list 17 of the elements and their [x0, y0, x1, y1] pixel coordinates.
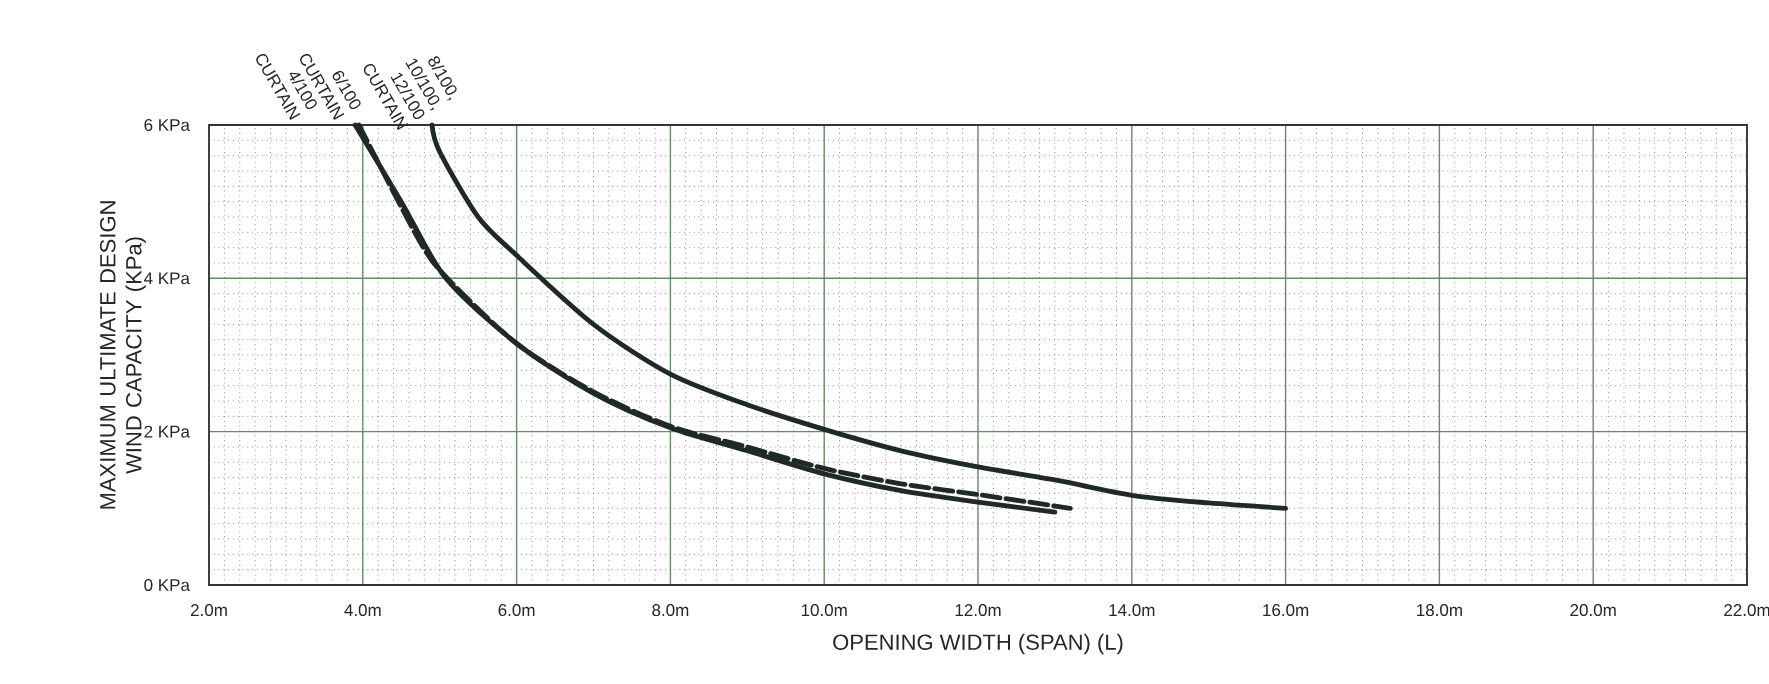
x-tick-label: 8.0m: [652, 604, 689, 617]
x-axis-title: OPENING WIDTH (SPAN) (L): [833, 633, 1123, 655]
x-tick-label: 2.0m: [190, 604, 227, 617]
y-tick-label: 0 KPa: [144, 578, 190, 591]
x-tick-label: 4.0m: [344, 604, 381, 617]
line-series: [429, 122, 1288, 511]
x-tick-label: 20.0m: [1570, 604, 1616, 617]
x-tick-label: 14.0m: [1109, 604, 1155, 617]
x-tick-label: 16.0m: [1263, 604, 1309, 617]
x-tick-label: 6.0m: [498, 604, 535, 617]
x-tick-label: 10.0m: [801, 604, 847, 617]
y-tick-label: 6 KPa: [144, 118, 190, 131]
y-tick-label: 2 KPa: [144, 425, 190, 438]
x-tick-label: 12.0m: [955, 604, 1001, 617]
x-tick-label: 18.0m: [1417, 604, 1462, 617]
y-tick-label: 4 KPa: [144, 272, 190, 285]
x-tick-label: 22.0m: [1724, 604, 1769, 617]
